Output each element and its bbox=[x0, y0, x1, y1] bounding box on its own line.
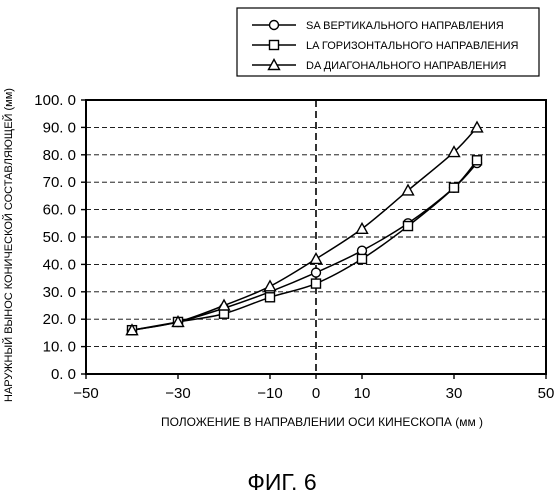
y-tick-label: 90. 0 bbox=[43, 119, 76, 136]
y-tick-label: 0. 0 bbox=[51, 366, 76, 383]
y-tick-label: 30. 0 bbox=[43, 284, 76, 301]
data-point-triangle bbox=[357, 223, 368, 233]
legend-label: LA ГОРИЗОНТАЛЬНОГО НАПРАВЛЕНИЯ bbox=[306, 40, 519, 52]
x-tick-label: 0 bbox=[312, 385, 320, 402]
series-line-triangle bbox=[132, 127, 477, 330]
series-line-square bbox=[132, 160, 477, 330]
data-point-square bbox=[404, 222, 413, 231]
y-tick-label: 10. 0 bbox=[43, 339, 76, 356]
legend-label: DA ДИАГОНАЛЬНОГО НАПРАВЛЕНИЯ bbox=[306, 60, 506, 72]
y-axis-label: НАРУЖНЫЙ ВЫНОС КОНИЧЕСКОЙ СОСТАВЛЯЮЩЕЙ (… bbox=[2, 88, 15, 402]
y-tick-label: 80. 0 bbox=[43, 147, 76, 164]
legend-label: SA ВЕРТИКАЛЬНОГО НАПРАВЛЕНИЯ bbox=[306, 20, 504, 32]
data-point-triangle bbox=[472, 122, 483, 132]
figure-caption: ФИГ. 6 bbox=[247, 469, 316, 495]
x-tick-label: 30 bbox=[446, 385, 463, 402]
data-point-triangle bbox=[311, 253, 322, 263]
data-point-circle bbox=[312, 268, 321, 277]
data-point-square bbox=[358, 254, 367, 263]
x-tick-label: 50 bbox=[538, 385, 555, 402]
axis-ticks: 0. 0 10. 0 20. 0 30. 0 40. 0 50. 0 60. 0 70. 0 8… bbox=[34, 92, 554, 402]
series-markers bbox=[127, 122, 483, 335]
data-point-triangle bbox=[265, 281, 276, 291]
x-tick-label: −50 bbox=[73, 385, 98, 402]
data-point-square bbox=[312, 279, 321, 288]
x-tick-label: 10 bbox=[354, 385, 371, 402]
legend: SA ВЕРТИКАЛЬНОГО НАПРАВЛЕНИЯ LA ГОРИЗОНТА… bbox=[237, 8, 539, 76]
series-curves bbox=[132, 127, 477, 330]
series-line-circle bbox=[132, 163, 477, 330]
legend-marker-square bbox=[270, 41, 279, 50]
y-tick-label: 70. 0 bbox=[43, 174, 76, 191]
data-point-square bbox=[266, 293, 275, 302]
y-tick-label: 40. 0 bbox=[43, 256, 76, 273]
grid-lines bbox=[86, 100, 546, 374]
data-point-square bbox=[450, 183, 459, 192]
y-tick-label: 60. 0 bbox=[43, 202, 76, 219]
x-tick-label: −10 bbox=[257, 385, 282, 402]
legend-marker-circle bbox=[270, 21, 279, 30]
y-tick-label: 100. 0 bbox=[34, 92, 76, 109]
y-tick-label: 50. 0 bbox=[43, 229, 76, 246]
y-tick-label: 20. 0 bbox=[43, 311, 76, 328]
x-axis-label: ПОЛОЖЕНИЕ В НАПРАВЛЕНИИ ОСИ КИНЕСКОПА (м… bbox=[161, 415, 483, 429]
data-point-square bbox=[473, 156, 482, 165]
x-tick-label: −30 bbox=[165, 385, 190, 402]
